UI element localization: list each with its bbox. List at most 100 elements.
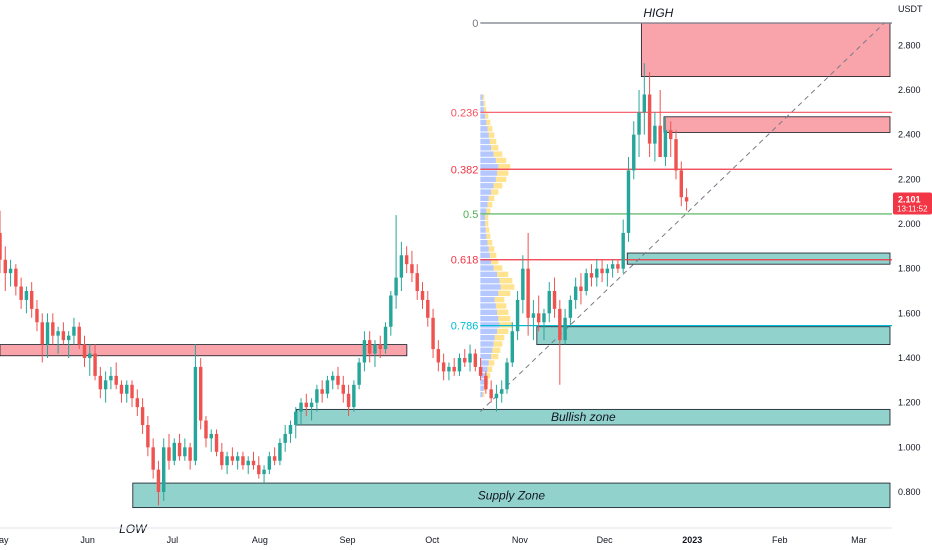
candle-body [510, 331, 515, 363]
candle-body [225, 456, 229, 466]
volume-bar-up [480, 322, 500, 328]
volume-bar-down [486, 372, 491, 379]
volume-bar-up [480, 164, 499, 170]
candle-body [336, 375, 340, 385]
candle-body [367, 340, 372, 354]
volume-bar-down [488, 360, 495, 366]
candle-body [526, 268, 530, 318]
candle-body [605, 268, 610, 274]
candle-body [61, 331, 66, 341]
candle-body [241, 456, 245, 466]
volume-profile-layer [480, 94, 515, 398]
candle-body [14, 268, 18, 287]
candle-body [24, 291, 29, 300]
volume-bar-up [480, 119, 487, 126]
volume-bar-up [480, 107, 484, 113]
volume-bar-down [483, 100, 486, 107]
candle-body [568, 299, 573, 318]
candle-body [457, 358, 462, 372]
volume-bar-up [480, 157, 496, 164]
zones-layer: Bullish zone Supply Zone [0, 22, 891, 509]
annotations-layer: HIGH LOW [119, 6, 674, 536]
candle-body [573, 286, 578, 300]
volume-bar-down [497, 271, 509, 278]
time-tick-label: Feb [772, 535, 788, 545]
annotation-high: HIGH [643, 6, 673, 20]
candle-body [626, 170, 631, 233]
volume-bar-down [494, 296, 505, 303]
volume-bar-down [498, 290, 511, 297]
candle-body [389, 295, 393, 327]
resistance-zone-0 [0, 344, 408, 357]
time-tick-label: Jul [167, 535, 179, 545]
candle-body [632, 134, 636, 171]
volume-bar-down [499, 322, 513, 328]
volume-bar-up [480, 170, 498, 176]
volume-bar-up [480, 246, 489, 252]
volume-bar-down [497, 328, 509, 334]
volume-bar-up [480, 277, 500, 284]
volume-bar-up [480, 379, 486, 385]
candle-body [146, 425, 150, 448]
zone-label-6: Supply Zone [478, 488, 546, 502]
price-tick-label: 1.800 [898, 264, 921, 274]
volume-bar-down [493, 265, 503, 271]
zone-label-5: Bullish zone [551, 410, 616, 424]
candle-body [8, 268, 13, 274]
candle-body [309, 402, 314, 408]
volume-bar-up [480, 303, 496, 309]
volume-bar-up [480, 132, 489, 138]
annotation-low: LOW [119, 522, 148, 536]
candle-body [610, 264, 615, 269]
candle-body [669, 130, 673, 140]
volume-bar-down [486, 119, 491, 126]
volume-bar-down [493, 341, 503, 347]
candle-body [595, 268, 599, 278]
candle-body [547, 291, 551, 314]
volume-bar-down [489, 138, 497, 145]
candle-body [331, 375, 335, 381]
candle-body [441, 362, 446, 372]
volume-bar-up [480, 391, 483, 398]
time-tick-label: May [0, 535, 9, 545]
candle-body [267, 456, 272, 470]
candle-body [563, 317, 567, 341]
candle-body [0, 232, 2, 260]
candle-body [468, 353, 472, 363]
candle-body [415, 273, 419, 291]
volume-bar-up [480, 290, 499, 297]
volume-bar-up [480, 252, 490, 259]
candle-body [103, 380, 108, 390]
volume-bar-down [495, 157, 507, 164]
volume-bar-up [480, 100, 484, 107]
volume-bar-up [480, 208, 487, 214]
volume-bar-down [488, 195, 495, 202]
candle-body [162, 447, 166, 492]
fib-level-label-0: 0 [472, 18, 478, 30]
candle-body [600, 268, 604, 274]
volume-bar-up [480, 151, 494, 157]
volume-bar-down [497, 170, 509, 176]
candle-body [304, 402, 309, 408]
candle-body [93, 353, 97, 376]
candle-body [262, 469, 266, 475]
volume-bar-up [480, 214, 486, 221]
candle-body [378, 344, 382, 350]
candle-body [188, 447, 192, 461]
candle-body [198, 366, 203, 421]
candle-body [45, 322, 50, 345]
candle-body [679, 170, 684, 198]
candle-body [183, 447, 187, 457]
candle-body [35, 308, 39, 323]
candle-body [230, 456, 235, 461]
volume-bar-down [493, 151, 503, 157]
volume-bar-up [480, 113, 486, 119]
candle-body [621, 232, 625, 269]
candle-body [98, 375, 103, 390]
volume-bar-up [480, 315, 499, 322]
price-tick-label: 0.800 [898, 487, 921, 497]
trend-line-layer [479, 22, 885, 412]
volume-bar-up [480, 271, 498, 278]
